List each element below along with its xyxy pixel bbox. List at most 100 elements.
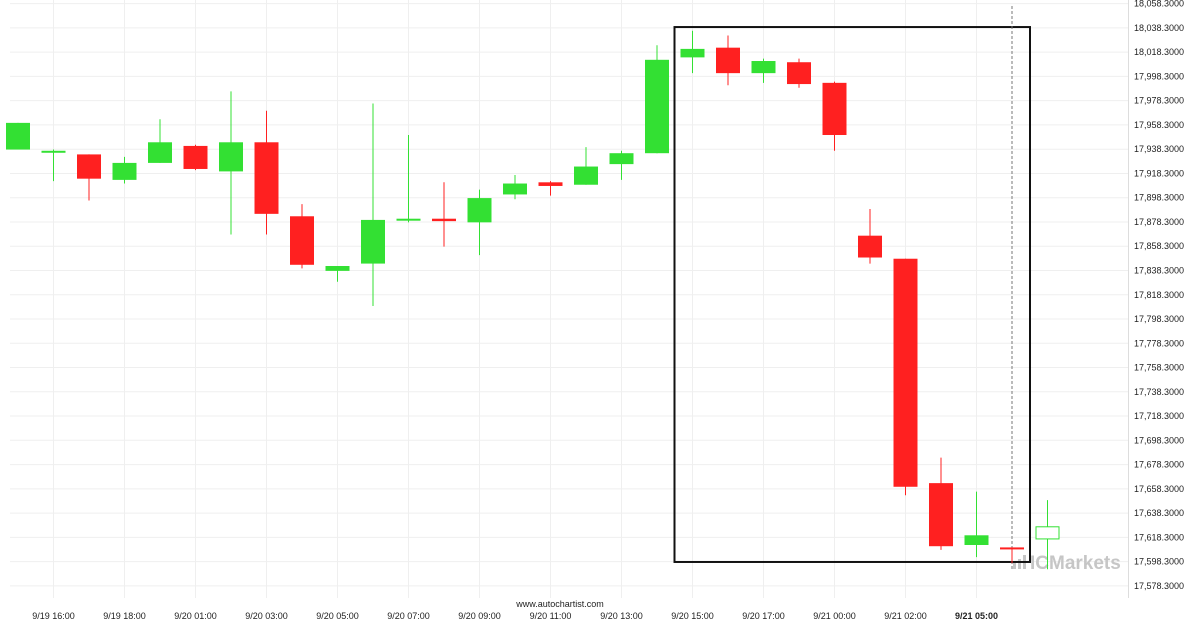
y-tick-label: 17,778.3000: [1134, 338, 1184, 348]
candle: [219, 91, 243, 235]
candle: [609, 150, 634, 180]
y-tick-label: 17,718.3000: [1134, 411, 1184, 421]
y-tick-label: 17,938.3000: [1134, 144, 1184, 154]
candle: [361, 103, 385, 307]
x-tick-label: 9/21 02:00: [884, 611, 927, 621]
y-tick-label: 17,638.3000: [1134, 508, 1184, 518]
candle-body: [1035, 526, 1060, 540]
y-tick-label: 17,998.3000: [1134, 71, 1184, 81]
candle: [148, 119, 172, 163]
x-tick-label: 9/20 11:00: [530, 611, 572, 621]
candle: [254, 110, 279, 235]
x-tick-label: 9/20 07:00: [387, 611, 430, 621]
candle: [396, 135, 421, 223]
x-tick-label: 9/19 16:00: [32, 611, 75, 621]
candle: [1035, 500, 1060, 570]
x-tick-label: 9/20 01:00: [174, 611, 217, 621]
candle-body: [467, 198, 492, 223]
x-tick-label: 9/20 03:00: [245, 611, 288, 621]
candle-body: [41, 150, 66, 153]
candle-body: [751, 61, 776, 74]
candle-body: [148, 142, 172, 163]
x-tick-label: 9/20 15:00: [671, 611, 714, 621]
candle: [822, 81, 847, 151]
axes: 18,058.3000 18,038.3000 18,018.3000 17,998.…: [32, 0, 1184, 621]
y-tick-label: 17,658.3000: [1134, 484, 1184, 494]
y-tick-label: 17,838.3000: [1134, 265, 1184, 275]
highlight-box: [673, 6, 1031, 570]
candle: [112, 156, 137, 184]
candle: [538, 181, 563, 196]
y-tick-label: 17,798.3000: [1134, 314, 1184, 324]
candle-body: [716, 47, 740, 74]
candle: [858, 208, 882, 264]
candle-body: [538, 182, 563, 186]
candle-body: [6, 122, 30, 150]
candle: [325, 266, 350, 282]
y-tick-label: 17,618.3000: [1134, 532, 1184, 542]
candle: [929, 457, 953, 550]
candle-body: [893, 258, 918, 487]
candle: [893, 258, 918, 496]
candle-body: [680, 48, 705, 58]
candle-body: [254, 142, 279, 214]
y-tick-label: 17,898.3000: [1134, 193, 1184, 203]
candle: [183, 144, 208, 171]
candle-body: [645, 59, 669, 154]
x-tick-label: 9/21 05:00: [955, 611, 998, 621]
credit-text: www.autochartist.com: [515, 599, 604, 609]
candle: [432, 182, 456, 247]
candle-body: [822, 82, 847, 136]
x-tick-label: 9/19 18:00: [103, 611, 146, 621]
watermark-text: ICMarkets: [1030, 553, 1121, 574]
candles: [6, 30, 1060, 570]
candle: [574, 147, 598, 185]
candle-body: [929, 483, 953, 547]
y-tick-label: 17,958.3000: [1134, 120, 1184, 130]
y-tick-label: 17,678.3000: [1134, 460, 1184, 470]
y-tick-label: 17,578.3000: [1134, 581, 1184, 591]
y-tick-label: 17,738.3000: [1134, 387, 1184, 397]
y-tick-label: 17,818.3000: [1134, 290, 1184, 300]
x-tick-label: 9/21 00:00: [813, 611, 856, 621]
x-tick-label: 9/20 09:00: [458, 611, 501, 621]
y-tick-label: 18,018.3000: [1134, 47, 1184, 57]
candle-body: [787, 62, 811, 85]
candle-body: [77, 154, 101, 179]
y-tick-label: 17,698.3000: [1134, 435, 1184, 445]
candle-body: [1000, 547, 1024, 550]
y-tick-label: 17,918.3000: [1134, 168, 1184, 178]
candle-body: [325, 266, 350, 271]
y-tick-label: 17,758.3000: [1134, 363, 1184, 373]
x-tick-label: 9/20 13:00: [600, 611, 643, 621]
candle-body: [290, 216, 314, 265]
y-tick-label: 18,038.3000: [1134, 23, 1184, 33]
candle-body: [219, 142, 243, 172]
candle: [964, 491, 989, 558]
highlight-rectangle: [673, 26, 1031, 563]
candle: [751, 58, 776, 83]
candle: [467, 189, 492, 256]
x-tick-label: 9/20 17:00: [742, 611, 785, 621]
candle-body: [432, 218, 456, 222]
candle-body: [183, 145, 208, 169]
candle: [77, 154, 101, 201]
candle: [787, 58, 811, 88]
candle-body: [112, 162, 137, 180]
candle-body: [361, 219, 385, 264]
y-tick-label: 17,878.3000: [1134, 217, 1184, 227]
candle-body: [396, 218, 421, 221]
candle-body: [574, 166, 598, 185]
candle: [503, 175, 527, 200]
candle: [680, 30, 705, 74]
y-tick-label: 17,598.3000: [1134, 557, 1184, 567]
candle-body: [503, 183, 527, 195]
candle-body: [858, 235, 882, 258]
y-tick-label: 17,858.3000: [1134, 241, 1184, 251]
grid-lines: [10, 0, 1128, 598]
candle: [6, 122, 30, 150]
candle: [41, 149, 66, 182]
candle: [716, 35, 740, 86]
